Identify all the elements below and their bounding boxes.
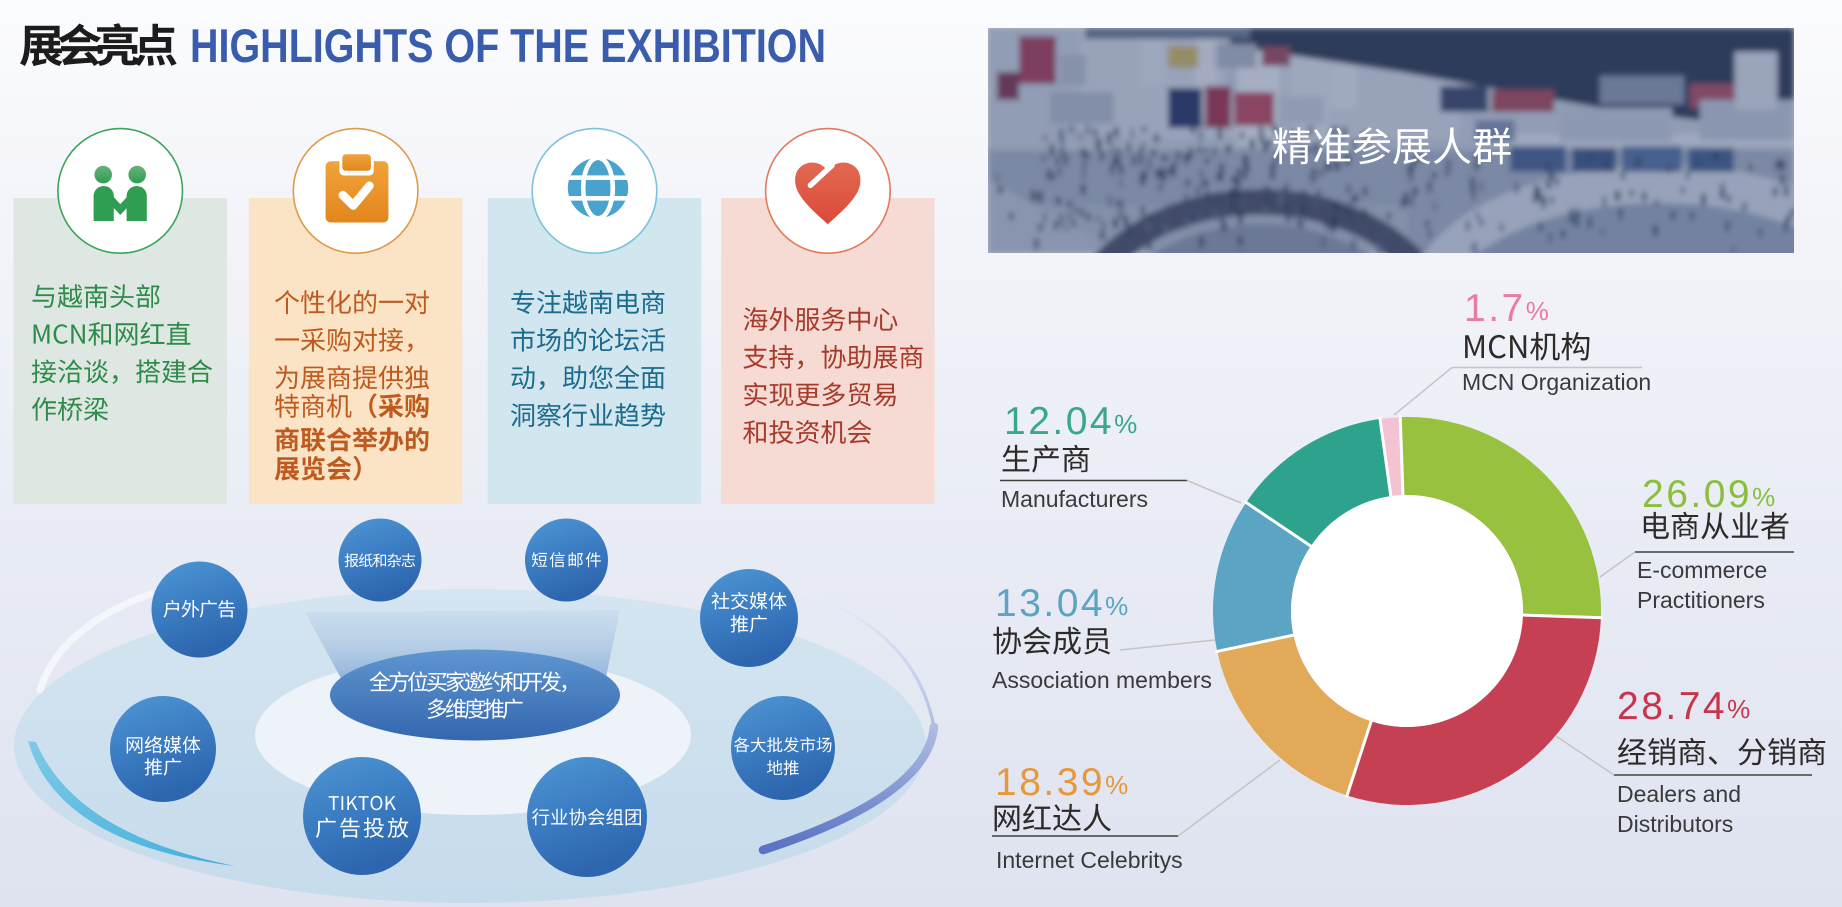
svg-text:HIGHLIGHTS OF THE EXHIBITION: HIGHLIGHTS OF THE EXHIBITION	[190, 19, 826, 72]
svg-text:Internet Celebritys: Internet Celebritys	[996, 847, 1183, 873]
svg-text:Dealers and: Dealers and	[1617, 781, 1741, 807]
svg-text:MCN Organization: MCN Organization	[1462, 369, 1651, 395]
svg-text:Manufacturers: Manufacturers	[1001, 486, 1148, 512]
svg-text:Association members: Association members	[992, 667, 1212, 693]
svg-text:Distributors: Distributors	[1617, 811, 1733, 837]
svg-text:E-commerce: E-commerce	[1637, 557, 1767, 583]
svg-text:Practitioners: Practitioners	[1637, 587, 1765, 613]
